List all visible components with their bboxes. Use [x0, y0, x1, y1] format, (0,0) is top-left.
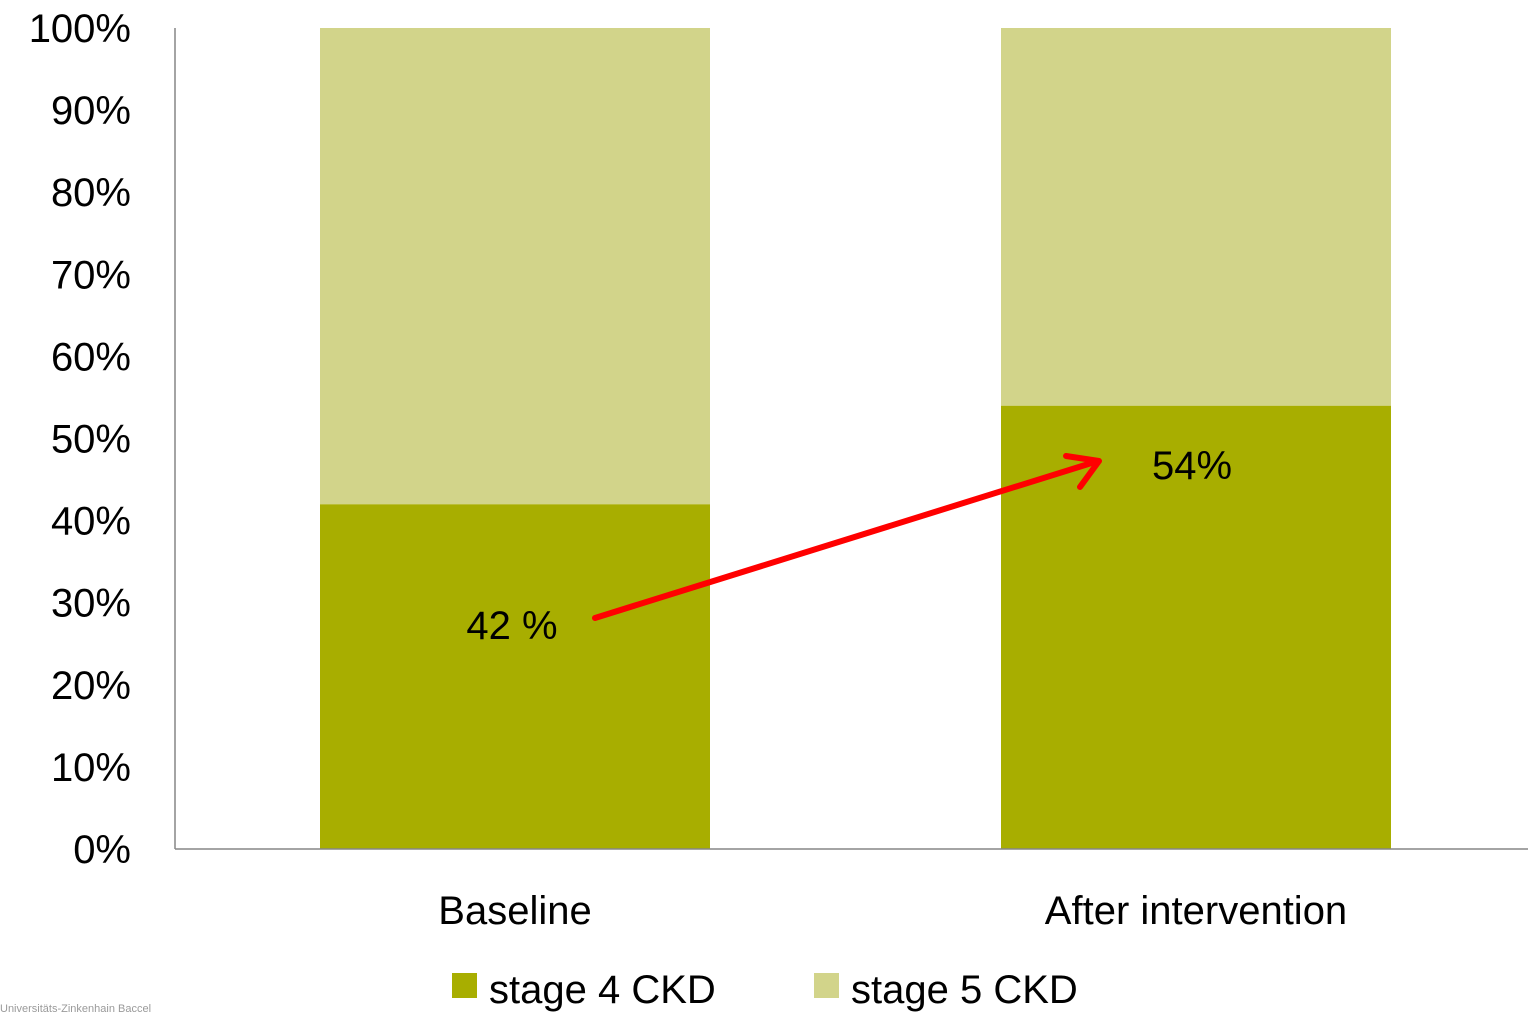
y-tick-label: 10%	[51, 746, 131, 790]
legend-label: stage 5 CKD	[851, 968, 1078, 1012]
y-tick-label: 80%	[51, 171, 131, 215]
legend: stage 4 CKD stage 5 CKD	[452, 968, 1078, 1012]
arrow-head	[1063, 453, 1102, 490]
bar-stage4-baseline	[320, 504, 710, 849]
legend-swatch	[814, 973, 839, 998]
y-tick-label: 90%	[51, 89, 131, 133]
trend-arrow	[592, 453, 1102, 621]
x-axis: Baseline After intervention	[175, 848, 1528, 933]
bar-stage4-after	[1001, 405, 1391, 849]
bar-series-group	[320, 28, 1391, 849]
footer: Universitäts-Zinkenhain Baccel	[0, 1003, 151, 1014]
y-tick-label: 100%	[29, 7, 131, 51]
x-tick-label: Baseline	[438, 889, 591, 933]
y-tick-label: 50%	[51, 418, 131, 462]
y-tick-label: 30%	[51, 582, 131, 626]
y-tick-label: 0%	[73, 828, 131, 872]
legend-swatch	[452, 973, 477, 998]
data-label: 54%	[1152, 444, 1232, 488]
bar-stage5-after	[1001, 28, 1391, 406]
bar-stage5-baseline	[320, 28, 710, 505]
data-labels: 42 % 54%	[466, 444, 1232, 648]
y-tick-label: 20%	[51, 664, 131, 708]
x-tick-label: After intervention	[1045, 889, 1347, 933]
data-label: 42 %	[466, 604, 557, 648]
footer-text: Universitäts-Zinkenhain Baccel	[0, 1003, 151, 1014]
legend-label: stage 4 CKD	[489, 968, 716, 1012]
y-axis: 0% 10% 20% 30% 40% 50% 60% 70% 80% 90% 100%	[29, 7, 176, 872]
y-tick-label: 60%	[51, 335, 131, 379]
y-tick-label: 70%	[51, 253, 131, 297]
y-tick-label: 40%	[51, 500, 131, 544]
arrow-shaft	[592, 458, 1101, 621]
